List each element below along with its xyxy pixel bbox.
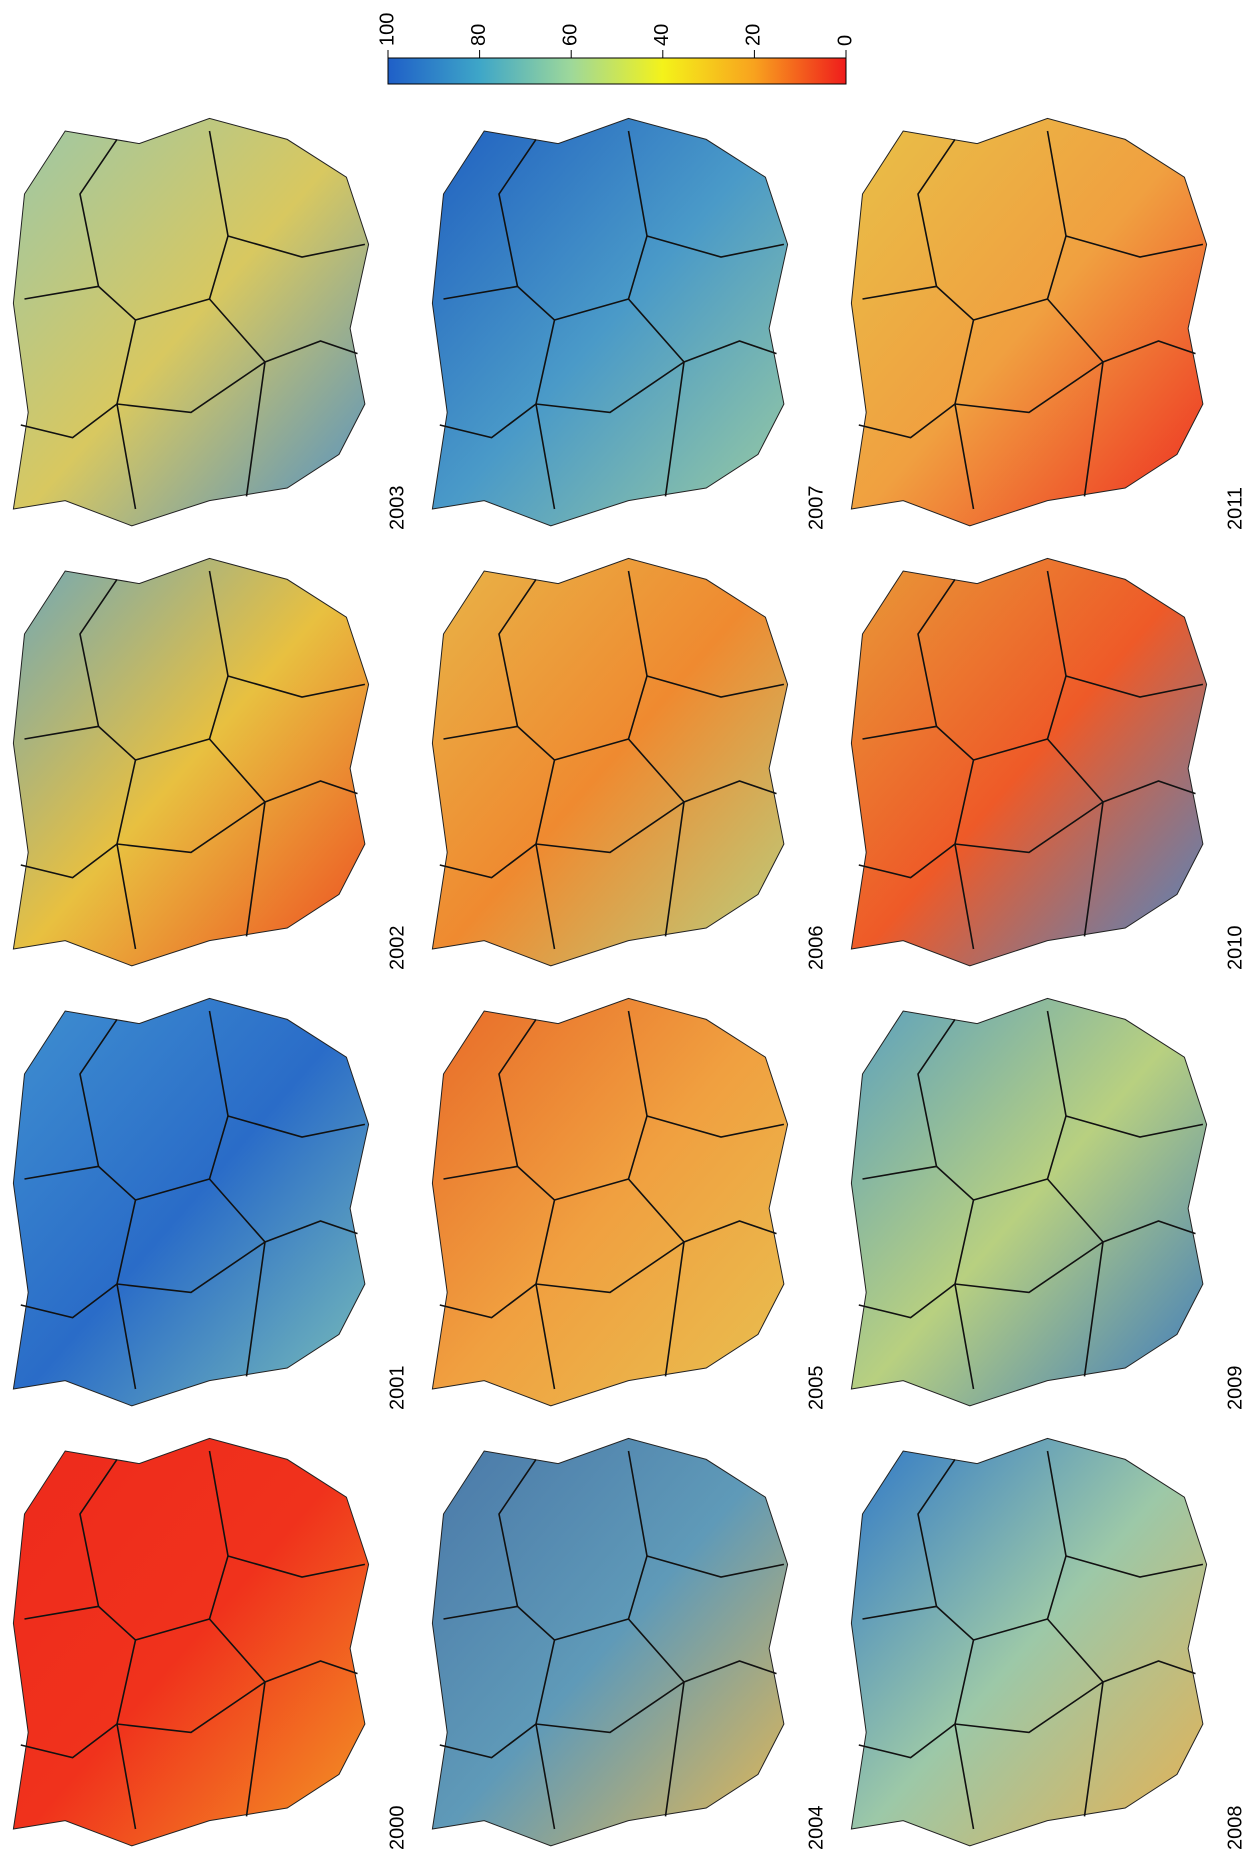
map-region: [13, 998, 368, 1405]
map-panel: 2011: [851, 118, 1246, 530]
map-region: [851, 118, 1206, 525]
map-region: [432, 998, 787, 1405]
map-panel: 2010: [851, 558, 1246, 970]
map-panel: 2005: [432, 998, 827, 1410]
panel-label: 2011: [1224, 487, 1246, 530]
panel-label: 2000: [386, 1806, 408, 1851]
map-panel: 2000: [13, 1438, 408, 1850]
colorbar-tick-label: 40: [651, 24, 673, 46]
colorbar-tick-label: 60: [559, 24, 581, 46]
map-region: [13, 558, 368, 965]
map-panel: 2006: [432, 558, 827, 970]
map-region: [851, 558, 1206, 965]
panel-label: 2006: [805, 926, 827, 971]
panel-label: 2009: [1224, 1366, 1246, 1411]
panel-label: 2004: [805, 1806, 827, 1851]
figure: 100 80 60 40 20 0 2000 2001 2002 2003 2004 2005 200…: [0, 0, 1258, 1865]
map-panel: 2003: [13, 118, 408, 530]
map-region: [13, 1438, 368, 1845]
colorbar-gradient: [388, 58, 846, 84]
panel-label: 2003: [386, 486, 408, 531]
colorbar-tick-label: 20: [743, 24, 765, 46]
panel-label: 2005: [805, 1366, 827, 1411]
map-region: [851, 1438, 1206, 1845]
colorbar: 100 80 60 40 20 0: [376, 13, 856, 84]
map-panel: 2008: [851, 1438, 1246, 1850]
map-panel: 2002: [13, 558, 408, 970]
panel-label: 2008: [1224, 1806, 1246, 1851]
colorbar-tick-label: 100: [376, 13, 398, 46]
map-panel: 2007: [432, 118, 827, 530]
page: 100 80 60 40 20 0 2000 2001 2002 2003 2004 2005 200…: [0, 0, 1258, 1865]
colorbar-tick-label: 0: [834, 35, 856, 46]
map-panel: 2004: [432, 1438, 827, 1850]
map-region: [432, 1438, 787, 1845]
panel-label: 2007: [805, 486, 827, 531]
map-region: [432, 118, 787, 525]
map-region: [13, 118, 368, 525]
panel-label: 2001: [386, 1366, 408, 1411]
map-panel: 2009: [851, 998, 1246, 1410]
map-region: [432, 558, 787, 965]
panel-label: 2010: [1224, 926, 1246, 971]
map-region: [851, 998, 1206, 1405]
map-panel: 2001: [13, 998, 408, 1410]
colorbar-tick-label: 80: [468, 24, 490, 46]
panel-label: 2002: [386, 926, 408, 971]
